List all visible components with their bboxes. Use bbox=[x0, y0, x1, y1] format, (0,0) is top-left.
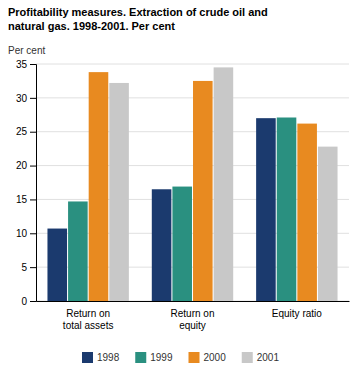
x-axis: Return ontotal assets Return onequity Equi… bbox=[37, 302, 350, 332]
tick-mark bbox=[30, 64, 36, 65]
tick: Return onequity bbox=[171, 308, 215, 331]
tick-label: 5 bbox=[21, 262, 27, 273]
tick: 10 bbox=[16, 228, 36, 239]
bar bbox=[89, 72, 109, 301]
legend-item: 1998 bbox=[82, 352, 120, 363]
legend-item: 2000 bbox=[189, 352, 227, 363]
legend: 1998 1999 2000 2001 bbox=[82, 352, 279, 363]
tick: Return ontotal assets bbox=[63, 308, 114, 331]
tick-mark bbox=[30, 132, 36, 133]
bar bbox=[172, 187, 192, 301]
tick: 25 bbox=[16, 126, 36, 137]
tick-label: 15 bbox=[16, 194, 28, 205]
tick-mark bbox=[30, 301, 36, 302]
grid bbox=[36, 64, 349, 301]
tick: 35 bbox=[16, 59, 36, 70]
bar bbox=[193, 81, 213, 301]
bar-series bbox=[89, 72, 317, 301]
tick-mark bbox=[30, 199, 36, 200]
bar bbox=[152, 189, 172, 301]
bar bbox=[47, 229, 67, 301]
grid-line bbox=[36, 64, 349, 65]
tick-label: Return ontotal assets bbox=[63, 308, 114, 331]
tick-label: 25 bbox=[16, 126, 28, 137]
tick-label: Return onequity bbox=[171, 308, 215, 331]
bar bbox=[256, 118, 276, 301]
legend-swatch bbox=[189, 352, 200, 363]
grid-line bbox=[36, 97, 349, 98]
bar bbox=[318, 147, 338, 301]
legend-item: 2001 bbox=[242, 352, 280, 363]
axis-line bbox=[30, 65, 37, 302]
tick-label: 20 bbox=[16, 160, 28, 171]
bar bbox=[214, 67, 234, 301]
title: Profitability measures. Extraction of cr… bbox=[8, 6, 268, 32]
legend-label: 2001 bbox=[257, 352, 280, 363]
y-axis-label: Per cent bbox=[8, 45, 45, 56]
legend-swatch bbox=[242, 352, 253, 363]
tick-mark bbox=[30, 166, 36, 167]
axis-line bbox=[37, 301, 350, 302]
tick: 15 bbox=[16, 194, 36, 205]
legend-swatch bbox=[82, 352, 93, 363]
tick: Equity ratio bbox=[272, 308, 322, 319]
tick: 20 bbox=[16, 160, 36, 171]
bar bbox=[297, 124, 317, 301]
tick-mark bbox=[30, 267, 36, 268]
tick-mark bbox=[30, 233, 36, 234]
chart: Profitability measures. Extraction of cr… bbox=[0, 0, 361, 371]
bar bbox=[277, 117, 297, 301]
legend-item: 1999 bbox=[135, 352, 173, 363]
legend-label: 1999 bbox=[150, 352, 173, 363]
bar bbox=[109, 83, 129, 301]
legend-label: 2000 bbox=[204, 352, 227, 363]
legend-swatch bbox=[135, 352, 146, 363]
plot: 05101520253035Return ontotal assetsRetur… bbox=[16, 59, 350, 331]
tick-mark bbox=[30, 98, 36, 99]
tick-label: 10 bbox=[16, 228, 28, 239]
tick-label: 35 bbox=[16, 59, 28, 70]
tick: 5 bbox=[21, 262, 36, 273]
tick: 30 bbox=[16, 93, 36, 104]
tick: 0 bbox=[21, 296, 36, 307]
legend-label: 1998 bbox=[97, 352, 120, 363]
bar-series bbox=[109, 67, 337, 301]
y-axis: 0 5 10 15 20 25 30 35 bbox=[16, 59, 37, 307]
tick-label: 0 bbox=[21, 296, 27, 307]
tick-label: Equity ratio bbox=[272, 308, 322, 319]
bar bbox=[68, 201, 88, 301]
tick-label: 30 bbox=[16, 93, 28, 104]
bars bbox=[47, 67, 337, 301]
bar-series bbox=[47, 118, 275, 301]
